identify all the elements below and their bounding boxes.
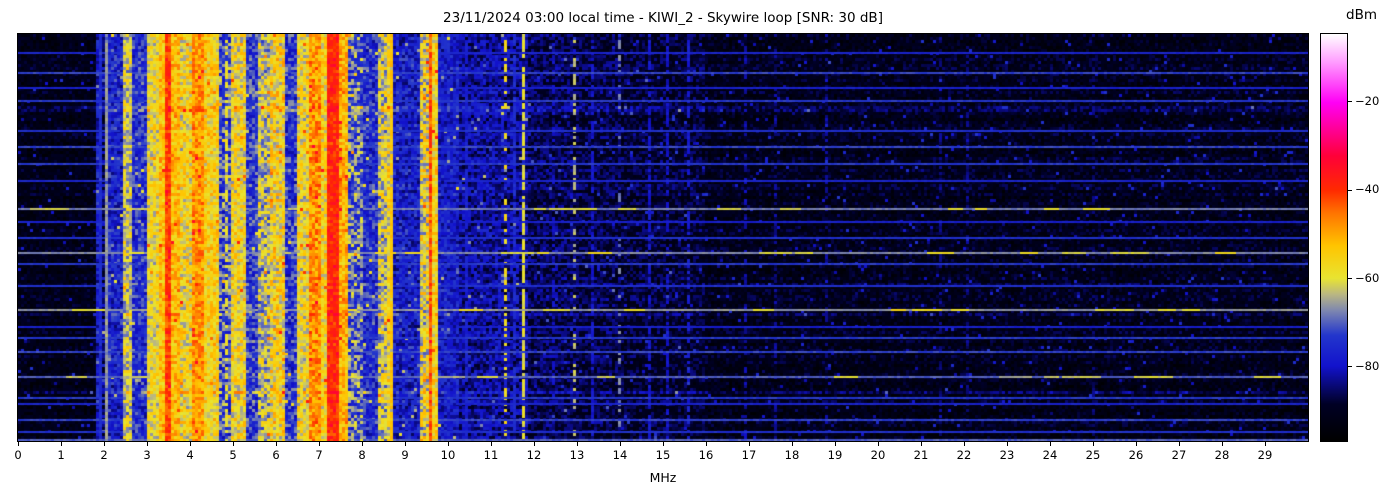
x-tick-mark — [490, 442, 492, 446]
x-tick-mark — [662, 442, 664, 446]
x-tick-mark — [1092, 442, 1094, 446]
x-tick-label: 21 — [913, 448, 929, 462]
x-tick-mark — [1049, 442, 1051, 446]
x-tick-label: 28 — [1214, 448, 1230, 462]
x-tick-mark — [232, 442, 234, 446]
x-tick-mark — [103, 442, 105, 446]
colorbar-tick-label: −20 — [1355, 93, 1380, 108]
x-tick-mark — [576, 442, 578, 446]
x-tick-mark — [275, 442, 277, 446]
x-tick-label: 17 — [741, 448, 757, 462]
colorbar — [1320, 33, 1348, 442]
plot-area — [17, 33, 1309, 442]
x-tick-mark — [361, 442, 363, 446]
x-tick-label: 9 — [401, 448, 409, 462]
x-tick-mark — [619, 442, 621, 446]
x-axis-label: MHz — [649, 470, 677, 485]
x-tick-label: 22 — [956, 448, 972, 462]
x-tick-mark — [146, 442, 148, 446]
x-tick-mark — [189, 442, 191, 446]
x-tick-label: 23 — [999, 448, 1015, 462]
x-tick-label: 1 — [57, 448, 65, 462]
colorbar-tick-mark — [1348, 278, 1352, 280]
x-tick-label: 11 — [483, 448, 499, 462]
x-tick-mark — [1264, 442, 1266, 446]
colorbar-tick-mark — [1348, 101, 1352, 103]
x-tick-label: 3 — [143, 448, 151, 462]
x-tick-mark — [1135, 442, 1137, 446]
x-tick-mark — [1006, 442, 1008, 446]
x-tick-label: 27 — [1171, 448, 1187, 462]
x-tick-label: 14 — [612, 448, 628, 462]
x-tick-label: 20 — [870, 448, 886, 462]
colorbar-tick-label: −40 — [1355, 182, 1380, 197]
x-tick-label: 12 — [526, 448, 542, 462]
x-tick-mark — [834, 442, 836, 446]
x-tick-mark — [318, 442, 320, 446]
x-tick-mark — [877, 442, 879, 446]
x-tick-label: 7 — [315, 448, 323, 462]
colorbar-tick-mark — [1348, 366, 1352, 368]
x-tick-label: 10 — [440, 448, 456, 462]
x-tick-mark — [705, 442, 707, 446]
colorbar-tick-mark — [1348, 189, 1352, 191]
x-tick-label: 6 — [272, 448, 280, 462]
chart-title: 23/11/2024 03:00 local time - KIWI_2 - S… — [443, 10, 883, 26]
x-tick-mark — [404, 442, 406, 446]
x-tick-mark — [17, 442, 19, 446]
x-tick-label: 2 — [100, 448, 108, 462]
x-tick-label: 8 — [358, 448, 366, 462]
x-tick-mark — [920, 442, 922, 446]
x-tick-label: 13 — [569, 448, 585, 462]
colorbar-label: dBm — [1346, 7, 1377, 23]
x-tick-label: 26 — [1128, 448, 1144, 462]
x-tick-mark — [748, 442, 750, 446]
x-tick-label: 18 — [784, 448, 800, 462]
x-tick-mark — [60, 442, 62, 446]
x-tick-mark — [1221, 442, 1223, 446]
x-tick-mark — [963, 442, 965, 446]
x-tick-label: 15 — [655, 448, 671, 462]
waterfall-heatmap — [18, 34, 1308, 441]
x-tick-label: 19 — [827, 448, 843, 462]
x-tick-label: 4 — [186, 448, 194, 462]
x-tick-label: 24 — [1042, 448, 1058, 462]
x-tick-mark — [533, 442, 535, 446]
x-tick-label: 5 — [229, 448, 237, 462]
x-tick-label: 16 — [698, 448, 714, 462]
x-tick-label: 29 — [1257, 448, 1273, 462]
colorbar-tick-label: −60 — [1355, 270, 1380, 285]
x-tick-mark — [1178, 442, 1180, 446]
colorbar-tick-label: −80 — [1355, 358, 1380, 373]
x-tick-label: 25 — [1085, 448, 1101, 462]
x-tick-mark — [791, 442, 793, 446]
x-tick-label: 0 — [14, 448, 22, 462]
x-tick-mark — [447, 442, 449, 446]
